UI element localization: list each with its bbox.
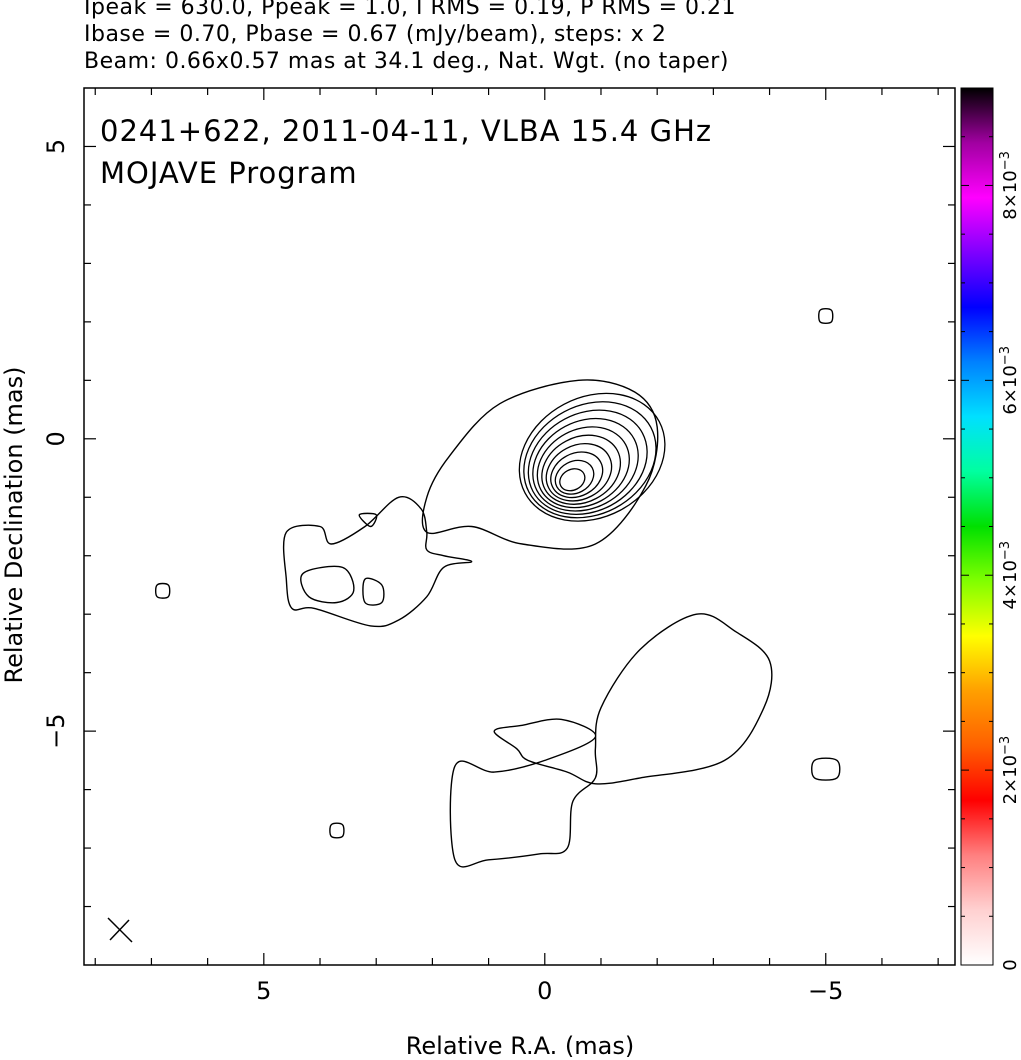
contour-blob-left xyxy=(154,582,171,599)
contour-jet-knot-2 xyxy=(362,577,385,606)
y-axis-label: Relative Declination (mas) xyxy=(0,366,28,683)
core-contour xyxy=(518,392,666,522)
plot-frame xyxy=(83,87,956,966)
core-contour xyxy=(541,434,622,505)
contour-jet-knot-3 xyxy=(358,512,378,528)
x-axis-label: Relative R.A. (mas) xyxy=(406,1032,634,1060)
core-contour xyxy=(523,401,657,519)
core-contour xyxy=(550,451,604,499)
x-tick-label: 0 xyxy=(537,977,552,1005)
core-contour xyxy=(559,468,586,492)
axis-ticks xyxy=(84,88,955,965)
colorbar-exponent: −3 xyxy=(998,346,1013,365)
contour-south-lobe xyxy=(449,613,773,868)
y-tick-label: −5 xyxy=(42,713,70,748)
colorbar-label: 4×10−3 xyxy=(998,541,1021,610)
header-line-2: Ibase = 0.70, Pbase = 0.67 (mJy/beam), s… xyxy=(84,22,667,47)
contour-jet-knot-1 xyxy=(300,565,355,604)
contour-layer xyxy=(154,308,841,868)
contour-jet-nw xyxy=(282,496,473,628)
chart-title: 0241+622, 2011-04-11, VLBA 15.4 GHz xyxy=(100,114,712,148)
core-contour xyxy=(527,409,648,516)
header-line-1: Ipeak = 630.0, Ppeak = 1.0, I RMS = 0.19… xyxy=(84,0,736,20)
colorbar-exponent: −3 xyxy=(998,151,1013,170)
colorbar xyxy=(960,87,994,966)
core-contour xyxy=(545,442,613,502)
colorbar-label: 0 xyxy=(1000,959,1021,970)
y-tick-label: 5 xyxy=(42,139,70,154)
colorbar-label: 8×10−3 xyxy=(998,151,1021,220)
contour-blob-lower-right xyxy=(811,757,841,781)
beam-marker xyxy=(107,917,133,943)
header-line-3: Beam: 0.66x0.57 mas at 34.1 deg., Nat. W… xyxy=(84,49,729,74)
x-tick-label: 5 xyxy=(256,977,271,1005)
contour-core-outer xyxy=(421,379,659,550)
chart-subtitle: MOJAVE Program xyxy=(100,156,358,190)
core-contour xyxy=(532,417,639,512)
colorbar-label: 2×10−3 xyxy=(998,736,1021,805)
colorbar-exponent: −3 xyxy=(998,736,1013,755)
y-tick-label: 0 xyxy=(42,431,70,446)
contour-blob-upper-right xyxy=(818,308,834,325)
colorbar-label: 6×10−3 xyxy=(998,346,1021,415)
x-tick-labels: 5 0 −5 xyxy=(256,977,843,1005)
y-tick-labels: 5 0 −5 xyxy=(42,139,70,749)
contour-blob-bottom xyxy=(329,822,345,839)
core-contour xyxy=(554,459,595,495)
x-tick-label: −5 xyxy=(808,977,843,1005)
beam-minor-axis xyxy=(109,919,130,941)
colorbar-exponent: −3 xyxy=(998,541,1013,560)
core-contour xyxy=(536,426,630,509)
